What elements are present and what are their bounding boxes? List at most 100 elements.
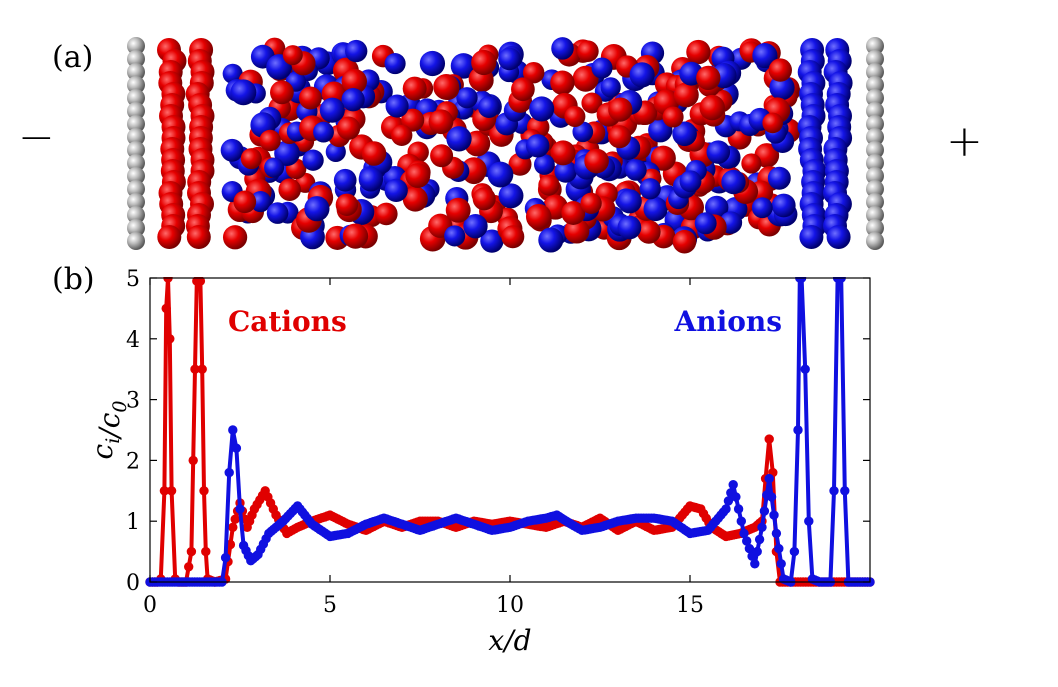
anions-point <box>235 504 245 514</box>
electrode-atom <box>866 115 884 133</box>
electrode-atom <box>127 63 145 81</box>
electrode-atom <box>127 193 145 211</box>
chart-annotations-group: Cations Anions <box>228 305 782 338</box>
cations-annotation: Cations <box>228 305 347 338</box>
anions-point <box>789 546 800 557</box>
anion-sphere <box>767 166 791 190</box>
anion-sphere <box>617 215 642 240</box>
cation-sphere <box>522 61 545 84</box>
negative-electrode-sign: − <box>18 112 55 163</box>
cation-sphere <box>335 193 359 217</box>
electrode-atom <box>127 180 145 198</box>
anion-sphere <box>529 96 555 122</box>
cations-point <box>184 562 194 572</box>
electrode-atom <box>127 167 145 185</box>
electrode-atom <box>127 115 145 133</box>
electrode-atom <box>866 167 884 185</box>
cations-point <box>166 486 177 496</box>
cation-sphere <box>607 125 632 149</box>
x-tick-label: 0 <box>143 593 157 618</box>
electrode-atom <box>866 63 884 81</box>
anion-sphere <box>419 50 446 77</box>
cation-sphere <box>636 220 661 244</box>
anions-point <box>793 425 803 435</box>
anion-sphere <box>456 87 478 109</box>
cation-sphere <box>511 77 535 102</box>
y-tick-label: 5 <box>126 267 140 292</box>
cations-point <box>201 546 211 557</box>
cation-sphere <box>278 178 301 201</box>
electrode-atom <box>866 89 884 107</box>
cation-sphere <box>336 116 361 140</box>
anion-sphere <box>752 43 778 69</box>
anion-sphere <box>222 63 243 84</box>
anions-point <box>750 559 760 569</box>
cation-sphere <box>445 197 471 223</box>
cation-sphere <box>561 201 586 225</box>
cation-sphere <box>282 45 303 66</box>
anion-sphere <box>384 178 408 203</box>
anions-point <box>776 559 786 569</box>
anion-sphere <box>498 47 521 71</box>
cations-point <box>165 334 175 344</box>
cations-point <box>197 364 207 374</box>
anion-sphere <box>463 214 488 239</box>
cation-sphere <box>525 203 552 230</box>
cation-sphere <box>768 58 792 82</box>
cation-sphere <box>186 225 211 249</box>
anion-sphere <box>721 169 746 195</box>
anions-point <box>231 443 242 453</box>
cation-sphere <box>433 73 460 100</box>
cation-sphere <box>240 148 262 170</box>
anion-sphere <box>706 140 731 164</box>
anion-sphere <box>826 225 851 249</box>
anion-sphere <box>333 168 357 192</box>
electrode-atom <box>127 102 145 120</box>
anion-sphere <box>264 157 285 178</box>
cation-sphere <box>233 190 257 214</box>
cation-sphere <box>686 39 711 65</box>
anion-sphere <box>538 227 564 253</box>
anion-sphere <box>591 57 613 79</box>
anion-sphere <box>554 160 577 183</box>
electrode-atom <box>127 89 145 107</box>
panel-a-label: (a) <box>52 40 94 75</box>
cation-sphere <box>157 225 182 249</box>
cations-point <box>230 514 240 524</box>
anions-point <box>228 425 238 435</box>
electrode-atom <box>866 128 884 146</box>
anion-sphere <box>487 161 514 188</box>
anions-point <box>728 480 738 490</box>
anions-point <box>800 364 810 374</box>
anion-sphere <box>230 79 257 106</box>
cation-sphere <box>550 140 576 166</box>
anion-sphere <box>446 126 472 152</box>
electrode-atom <box>127 219 145 237</box>
anions-point <box>736 516 746 526</box>
anion-sphere <box>694 212 717 235</box>
anion-sphere <box>345 39 368 63</box>
anion-sphere <box>600 77 621 98</box>
anion-sphere <box>319 97 345 123</box>
anion-sphere <box>302 149 324 171</box>
cations-point <box>161 303 171 314</box>
chart-axes-group: 0 5 10 15 0 1 2 3 4 5 x/d ci/c0 <box>86 267 871 657</box>
anion-sphere <box>384 53 406 75</box>
cation-sphere <box>430 144 454 168</box>
cation-sphere <box>577 40 599 62</box>
particles-group <box>127 37 884 254</box>
electrode-atom <box>127 206 145 224</box>
cation-sphere <box>471 49 497 76</box>
cation-sphere <box>580 192 602 214</box>
cation-sphere <box>391 124 413 146</box>
anions-point <box>774 543 784 554</box>
anion-sphere <box>533 154 555 175</box>
cation-sphere <box>402 76 427 101</box>
chart-series-group <box>145 277 875 587</box>
anion-sphere <box>313 121 334 143</box>
positive-electrode-sign: + <box>946 116 983 167</box>
anion-sphere <box>358 167 384 192</box>
anion-sphere <box>769 74 795 101</box>
y-tick-label: 3 <box>126 389 140 414</box>
anions-annotation: Anions <box>673 305 782 338</box>
